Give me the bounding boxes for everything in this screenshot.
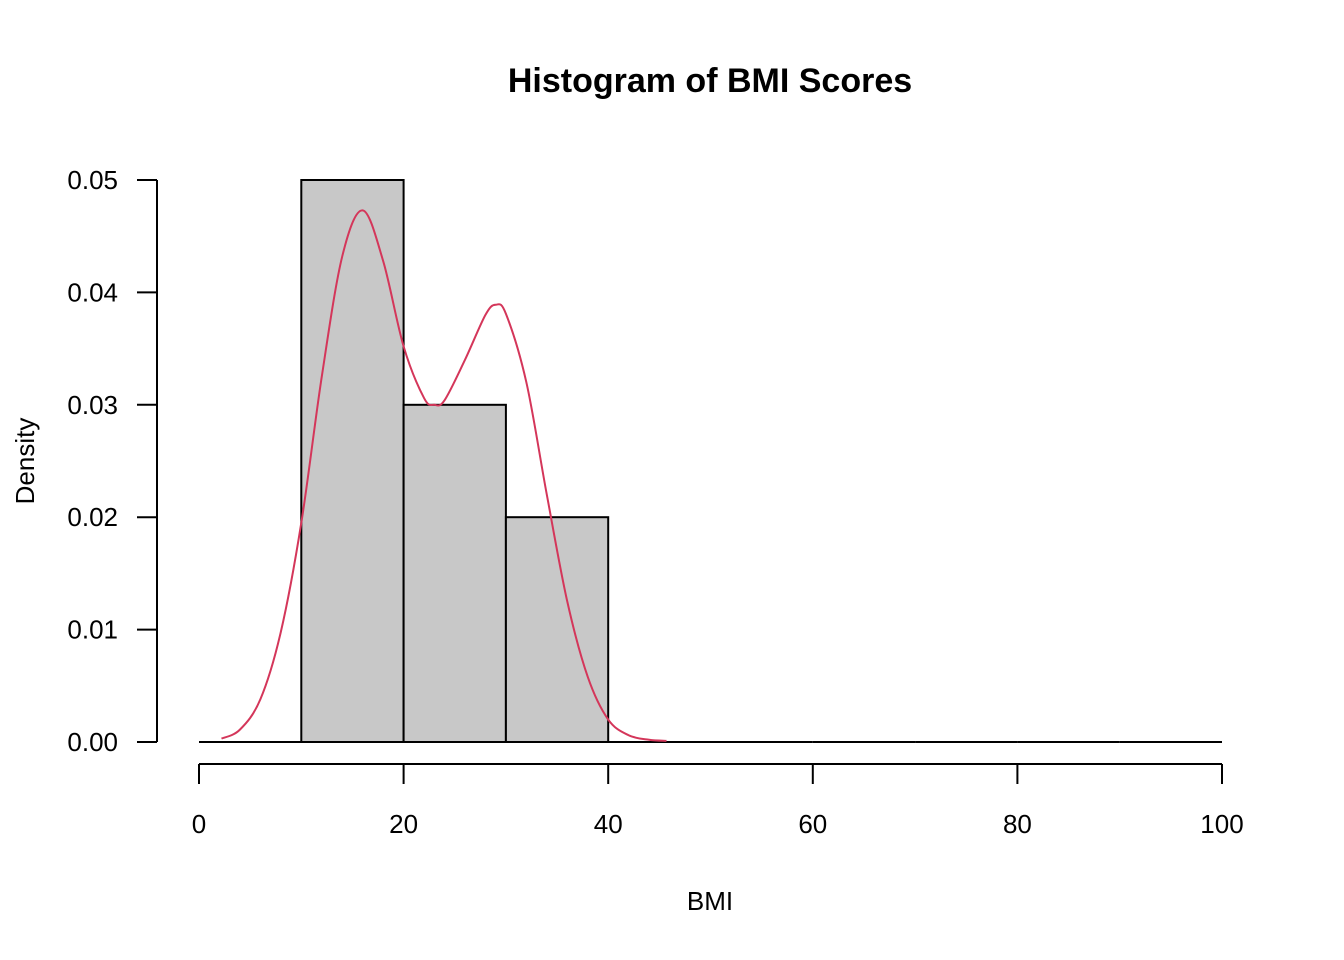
x-tick-label: 100 <box>1200 809 1243 839</box>
x-tick-label: 40 <box>594 809 623 839</box>
y-axis-label: Density <box>10 418 40 505</box>
density-curve-layer <box>221 209 667 742</box>
x-axis-label: BMI <box>687 886 733 916</box>
y-tick-label: 0.01 <box>67 615 118 645</box>
histogram-bar <box>402 403 507 743</box>
y-tick-label: 0.04 <box>67 277 118 307</box>
y-tick-label: 0.00 <box>67 727 118 757</box>
x-tick-label: 80 <box>1003 809 1032 839</box>
x-tick-label: 60 <box>798 809 827 839</box>
y-axis: 0.00 0.01 0.02 0.03 0.04 0.05 <box>67 165 158 757</box>
y-tick-label: 0.03 <box>67 390 118 420</box>
y-tick-label: 0.05 <box>67 165 118 195</box>
y-tick-label: 0.02 <box>67 502 118 532</box>
histogram-bar <box>300 179 405 743</box>
x-tick-label: 20 <box>389 809 418 839</box>
histogram-bars <box>199 179 1222 744</box>
x-tick-label: 0 <box>192 809 206 839</box>
x-axis: 0 20 40 60 80 100 <box>192 763 1244 839</box>
chart-title: Histogram of BMI Scores <box>508 62 912 100</box>
density-curve <box>221 209 667 742</box>
